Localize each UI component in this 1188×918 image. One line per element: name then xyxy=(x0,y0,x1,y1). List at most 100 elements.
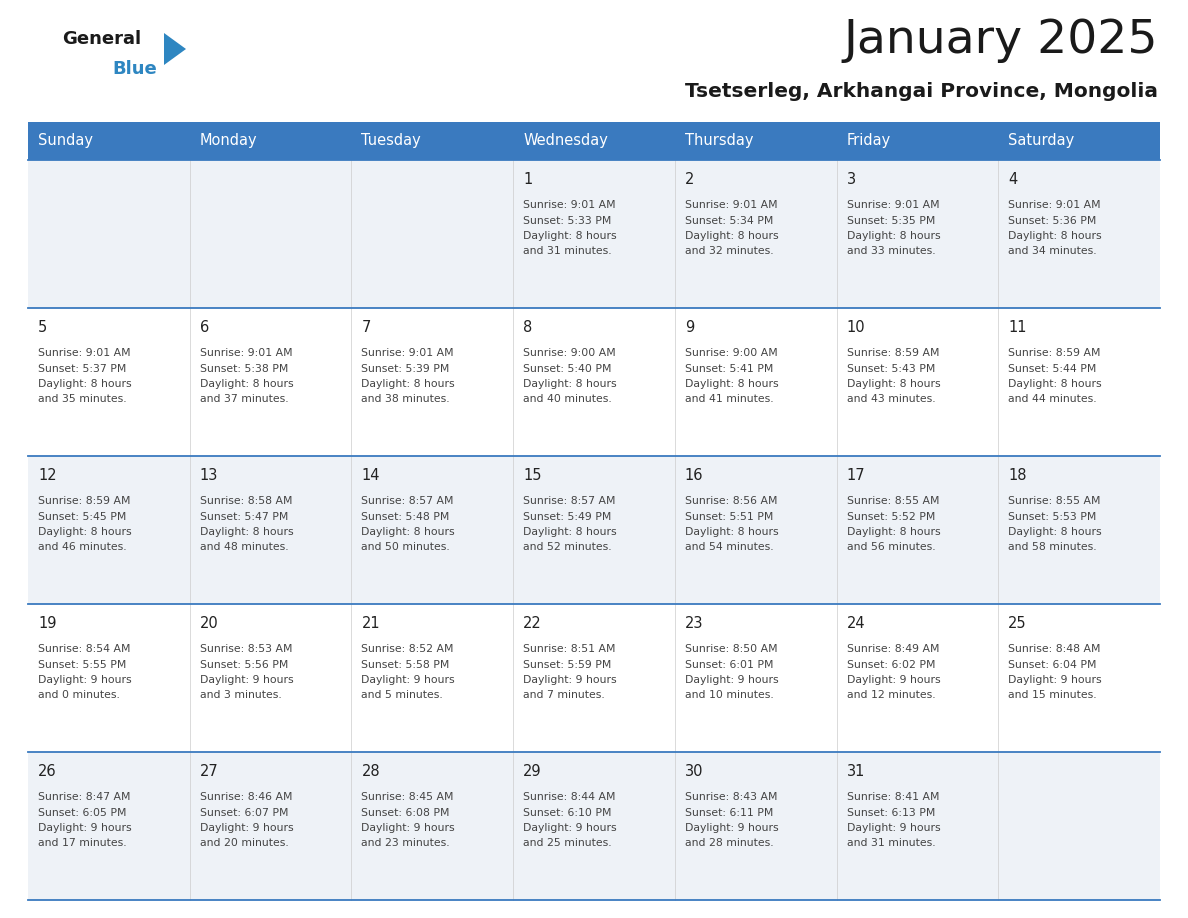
Text: Daylight: 8 hours: Daylight: 8 hours xyxy=(1009,379,1102,389)
Text: Daylight: 9 hours: Daylight: 9 hours xyxy=(684,823,778,833)
Text: 27: 27 xyxy=(200,764,219,779)
Text: Daylight: 8 hours: Daylight: 8 hours xyxy=(38,379,132,389)
Text: Daylight: 8 hours: Daylight: 8 hours xyxy=(200,527,293,537)
Text: and 52 minutes.: and 52 minutes. xyxy=(523,543,612,553)
Text: 24: 24 xyxy=(847,616,865,631)
Text: Sunset: 5:43 PM: Sunset: 5:43 PM xyxy=(847,364,935,374)
Text: Daylight: 8 hours: Daylight: 8 hours xyxy=(523,379,617,389)
Text: 25: 25 xyxy=(1009,616,1026,631)
Text: Daylight: 8 hours: Daylight: 8 hours xyxy=(847,527,940,537)
Text: 19: 19 xyxy=(38,616,57,631)
Text: Sunset: 5:53 PM: Sunset: 5:53 PM xyxy=(1009,511,1097,521)
Text: and 23 minutes.: and 23 minutes. xyxy=(361,838,450,848)
Text: Daylight: 9 hours: Daylight: 9 hours xyxy=(38,675,132,685)
Text: Sunrise: 8:41 AM: Sunrise: 8:41 AM xyxy=(847,792,939,802)
Text: 30: 30 xyxy=(684,764,703,779)
Text: Sunrise: 9:00 AM: Sunrise: 9:00 AM xyxy=(684,348,778,358)
Text: Sunset: 5:45 PM: Sunset: 5:45 PM xyxy=(38,511,126,521)
Text: and 54 minutes.: and 54 minutes. xyxy=(684,543,773,553)
Text: 28: 28 xyxy=(361,764,380,779)
Text: Sunset: 6:08 PM: Sunset: 6:08 PM xyxy=(361,808,450,818)
Text: Sunset: 5:52 PM: Sunset: 5:52 PM xyxy=(847,511,935,521)
Text: Sunrise: 8:52 AM: Sunrise: 8:52 AM xyxy=(361,644,454,654)
Text: Sunrise: 8:58 AM: Sunrise: 8:58 AM xyxy=(200,496,292,506)
Text: Daylight: 9 hours: Daylight: 9 hours xyxy=(684,675,778,685)
Text: 29: 29 xyxy=(523,764,542,779)
Text: 17: 17 xyxy=(847,468,865,483)
Text: Sunrise: 8:49 AM: Sunrise: 8:49 AM xyxy=(847,644,939,654)
Text: Sunset: 5:40 PM: Sunset: 5:40 PM xyxy=(523,364,612,374)
Bar xyxy=(29,160,1159,308)
Text: Sunset: 5:44 PM: Sunset: 5:44 PM xyxy=(1009,364,1097,374)
Text: 5: 5 xyxy=(38,320,48,335)
Bar xyxy=(29,604,1159,752)
Text: Sunrise: 9:01 AM: Sunrise: 9:01 AM xyxy=(38,348,131,358)
Text: and 48 minutes.: and 48 minutes. xyxy=(200,543,289,553)
Bar xyxy=(29,308,1159,456)
Text: and 37 minutes.: and 37 minutes. xyxy=(200,395,289,405)
Text: Sunset: 6:02 PM: Sunset: 6:02 PM xyxy=(847,659,935,669)
Text: Sunset: 6:10 PM: Sunset: 6:10 PM xyxy=(523,808,612,818)
Text: Sunset: 5:59 PM: Sunset: 5:59 PM xyxy=(523,659,612,669)
Text: and 28 minutes.: and 28 minutes. xyxy=(684,838,773,848)
Text: Sunrise: 8:54 AM: Sunrise: 8:54 AM xyxy=(38,644,131,654)
Text: and 10 minutes.: and 10 minutes. xyxy=(684,690,773,700)
Text: Daylight: 8 hours: Daylight: 8 hours xyxy=(361,379,455,389)
Text: 7: 7 xyxy=(361,320,371,335)
Text: Sunrise: 8:48 AM: Sunrise: 8:48 AM xyxy=(1009,644,1101,654)
Text: Daylight: 9 hours: Daylight: 9 hours xyxy=(847,675,940,685)
Text: and 0 minutes.: and 0 minutes. xyxy=(38,690,120,700)
Text: Sunset: 5:58 PM: Sunset: 5:58 PM xyxy=(361,659,450,669)
Text: Daylight: 9 hours: Daylight: 9 hours xyxy=(361,675,455,685)
Text: Sunrise: 8:53 AM: Sunrise: 8:53 AM xyxy=(200,644,292,654)
Text: 10: 10 xyxy=(847,320,865,335)
Text: Daylight: 9 hours: Daylight: 9 hours xyxy=(38,823,132,833)
Text: 1: 1 xyxy=(523,172,532,187)
Text: Sunset: 5:47 PM: Sunset: 5:47 PM xyxy=(200,511,287,521)
Text: Friday: Friday xyxy=(847,133,891,149)
Text: Sunset: 5:51 PM: Sunset: 5:51 PM xyxy=(684,511,773,521)
Text: and 56 minutes.: and 56 minutes. xyxy=(847,543,935,553)
Bar xyxy=(29,752,1159,900)
Text: 16: 16 xyxy=(684,468,703,483)
Text: Daylight: 8 hours: Daylight: 8 hours xyxy=(847,231,940,241)
Text: Daylight: 9 hours: Daylight: 9 hours xyxy=(523,823,617,833)
Text: Daylight: 9 hours: Daylight: 9 hours xyxy=(361,823,455,833)
Text: and 46 minutes.: and 46 minutes. xyxy=(38,543,127,553)
Text: and 34 minutes.: and 34 minutes. xyxy=(1009,247,1097,256)
Text: and 41 minutes.: and 41 minutes. xyxy=(684,395,773,405)
Text: 4: 4 xyxy=(1009,172,1018,187)
Text: 9: 9 xyxy=(684,320,694,335)
Text: 14: 14 xyxy=(361,468,380,483)
Text: Daylight: 8 hours: Daylight: 8 hours xyxy=(1009,527,1102,537)
Text: Sunset: 5:34 PM: Sunset: 5:34 PM xyxy=(684,216,773,226)
Text: Wednesday: Wednesday xyxy=(523,133,608,149)
Text: 6: 6 xyxy=(200,320,209,335)
Text: Sunrise: 8:47 AM: Sunrise: 8:47 AM xyxy=(38,792,131,802)
Text: Daylight: 9 hours: Daylight: 9 hours xyxy=(1009,675,1102,685)
Text: Sunrise: 9:01 AM: Sunrise: 9:01 AM xyxy=(847,200,940,210)
Text: Sunset: 6:11 PM: Sunset: 6:11 PM xyxy=(684,808,773,818)
Text: Sunset: 6:07 PM: Sunset: 6:07 PM xyxy=(200,808,289,818)
Text: Sunset: 5:35 PM: Sunset: 5:35 PM xyxy=(847,216,935,226)
Text: 12: 12 xyxy=(38,468,57,483)
Text: Sunrise: 9:01 AM: Sunrise: 9:01 AM xyxy=(684,200,777,210)
Text: and 38 minutes.: and 38 minutes. xyxy=(361,395,450,405)
Text: 22: 22 xyxy=(523,616,542,631)
Text: Sunrise: 8:57 AM: Sunrise: 8:57 AM xyxy=(523,496,615,506)
Text: and 31 minutes.: and 31 minutes. xyxy=(523,247,612,256)
Text: Sunrise: 8:59 AM: Sunrise: 8:59 AM xyxy=(1009,348,1101,358)
Text: Sunset: 6:13 PM: Sunset: 6:13 PM xyxy=(847,808,935,818)
Text: and 58 minutes.: and 58 minutes. xyxy=(1009,543,1097,553)
Text: and 43 minutes.: and 43 minutes. xyxy=(847,395,935,405)
Text: Monday: Monday xyxy=(200,133,258,149)
Text: Sunrise: 8:51 AM: Sunrise: 8:51 AM xyxy=(523,644,615,654)
Text: and 25 minutes.: and 25 minutes. xyxy=(523,838,612,848)
Text: General: General xyxy=(62,30,141,48)
Polygon shape xyxy=(164,33,187,65)
Text: Daylight: 8 hours: Daylight: 8 hours xyxy=(200,379,293,389)
Text: Sunset: 6:05 PM: Sunset: 6:05 PM xyxy=(38,808,126,818)
Text: 20: 20 xyxy=(200,616,219,631)
Text: 31: 31 xyxy=(847,764,865,779)
Text: and 12 minutes.: and 12 minutes. xyxy=(847,690,935,700)
